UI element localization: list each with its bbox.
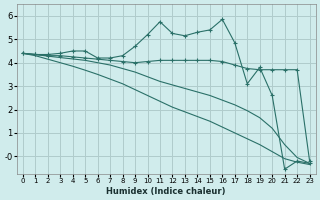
X-axis label: Humidex (Indice chaleur): Humidex (Indice chaleur) (107, 187, 226, 196)
